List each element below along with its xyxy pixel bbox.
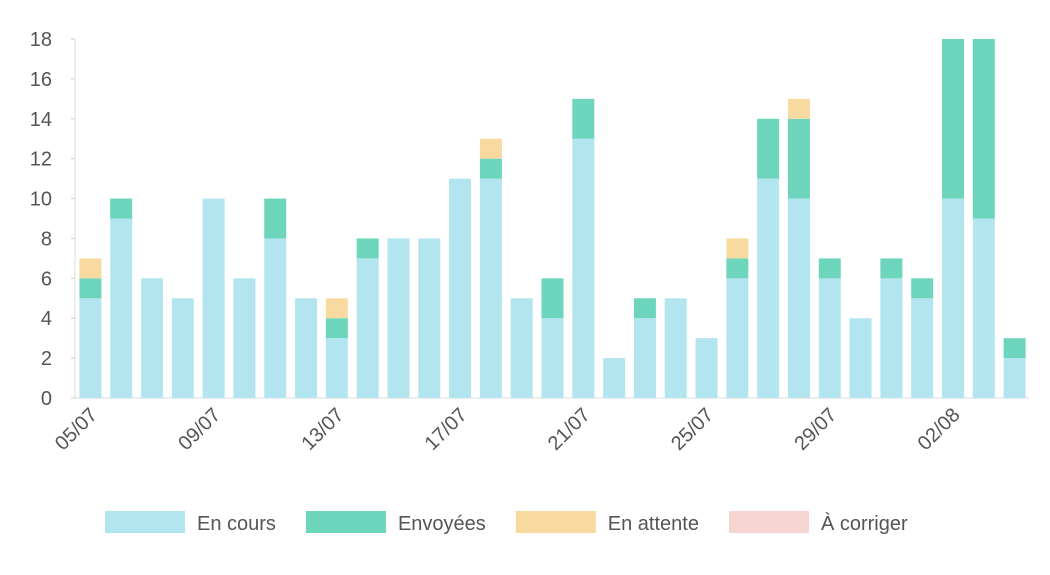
bar-segment bbox=[726, 238, 749, 259]
bar-segment bbox=[356, 238, 379, 259]
bar-segment bbox=[726, 258, 749, 279]
bar-segment bbox=[264, 198, 287, 239]
bar-segment bbox=[79, 298, 102, 398]
x-tick-label: 02/08 bbox=[914, 404, 965, 455]
x-tick-label: 05/07 bbox=[51, 404, 102, 455]
bar-segment bbox=[1003, 338, 1026, 359]
bar-segment bbox=[726, 278, 749, 398]
bar-segment bbox=[171, 298, 194, 398]
bar-segment bbox=[633, 318, 656, 398]
bar-segment bbox=[787, 198, 810, 398]
x-tick-label: 29/07 bbox=[790, 404, 841, 455]
y-tick-label: 18 bbox=[30, 29, 52, 51]
x-tick-label: 25/07 bbox=[667, 404, 718, 455]
bar-segment bbox=[849, 318, 872, 398]
bar-segment bbox=[541, 278, 564, 319]
bar-segment bbox=[510, 298, 533, 398]
x-tick-label: 21/07 bbox=[544, 404, 595, 455]
bar-segment bbox=[325, 298, 348, 319]
bar-segment bbox=[79, 278, 102, 299]
bar-segment bbox=[295, 298, 318, 398]
y-tick-label: 14 bbox=[30, 109, 52, 131]
bar-segment bbox=[787, 118, 810, 199]
bar-segment bbox=[233, 278, 256, 398]
bar-segment bbox=[110, 198, 133, 219]
bar-segment bbox=[479, 178, 502, 398]
bar-segment bbox=[479, 158, 502, 179]
y-tick-label: 12 bbox=[30, 149, 52, 171]
bar-segment bbox=[757, 178, 780, 398]
bar-segment bbox=[387, 238, 410, 398]
x-tick-label: 09/07 bbox=[174, 404, 225, 455]
bar-segment bbox=[449, 178, 472, 398]
bar-segment bbox=[818, 258, 841, 279]
bar-segment bbox=[880, 258, 903, 279]
bar-segment bbox=[479, 138, 502, 159]
x-tick-label: 13/07 bbox=[297, 404, 348, 455]
y-tick-label: 16 bbox=[30, 69, 52, 91]
bar-segment bbox=[818, 278, 841, 398]
bar-segment bbox=[79, 258, 102, 279]
y-tick-label: 4 bbox=[41, 308, 52, 330]
legend-swatch bbox=[728, 511, 809, 533]
bar-segment bbox=[972, 39, 995, 219]
y-tick-label: 0 bbox=[41, 388, 52, 410]
x-tick-label: 17/07 bbox=[421, 404, 472, 455]
y-tick-label: 10 bbox=[30, 189, 52, 211]
legend-label: À corriger bbox=[821, 512, 908, 535]
bar-segment bbox=[880, 278, 903, 398]
bar-segment bbox=[572, 138, 595, 398]
bar-segment bbox=[541, 318, 564, 398]
bar-segment bbox=[264, 238, 287, 398]
bar-segment bbox=[664, 298, 687, 398]
bar-segment bbox=[572, 98, 595, 139]
legend-label: En attente bbox=[608, 513, 699, 535]
bar-segment bbox=[110, 218, 133, 398]
legend-swatch bbox=[105, 511, 185, 533]
bar-segment bbox=[141, 278, 164, 398]
y-tick-label: 6 bbox=[41, 268, 52, 290]
legend-label: Envoyées bbox=[398, 513, 486, 535]
bar-segment bbox=[202, 198, 225, 398]
legend-swatch bbox=[305, 511, 386, 533]
bar-segment bbox=[1003, 358, 1026, 398]
bar-segment bbox=[325, 318, 348, 339]
y-tick-label: 2 bbox=[41, 348, 52, 370]
y-tick-label: 8 bbox=[41, 228, 52, 250]
bar-segment bbox=[325, 338, 348, 398]
legend-label: En cours bbox=[197, 513, 276, 535]
bar-segment bbox=[972, 218, 995, 398]
bar-segment bbox=[787, 98, 810, 119]
bar-segment bbox=[633, 298, 656, 319]
bar-segment bbox=[757, 118, 780, 179]
bar-segment bbox=[418, 238, 441, 398]
bar-segment bbox=[911, 278, 934, 299]
bar-segment bbox=[941, 198, 964, 398]
bar-segment bbox=[603, 358, 626, 398]
bar-segment bbox=[356, 258, 379, 398]
bar-segment bbox=[911, 298, 934, 398]
bar-segment bbox=[941, 39, 964, 199]
legend-swatch bbox=[515, 511, 596, 533]
bar-segment bbox=[695, 338, 718, 398]
